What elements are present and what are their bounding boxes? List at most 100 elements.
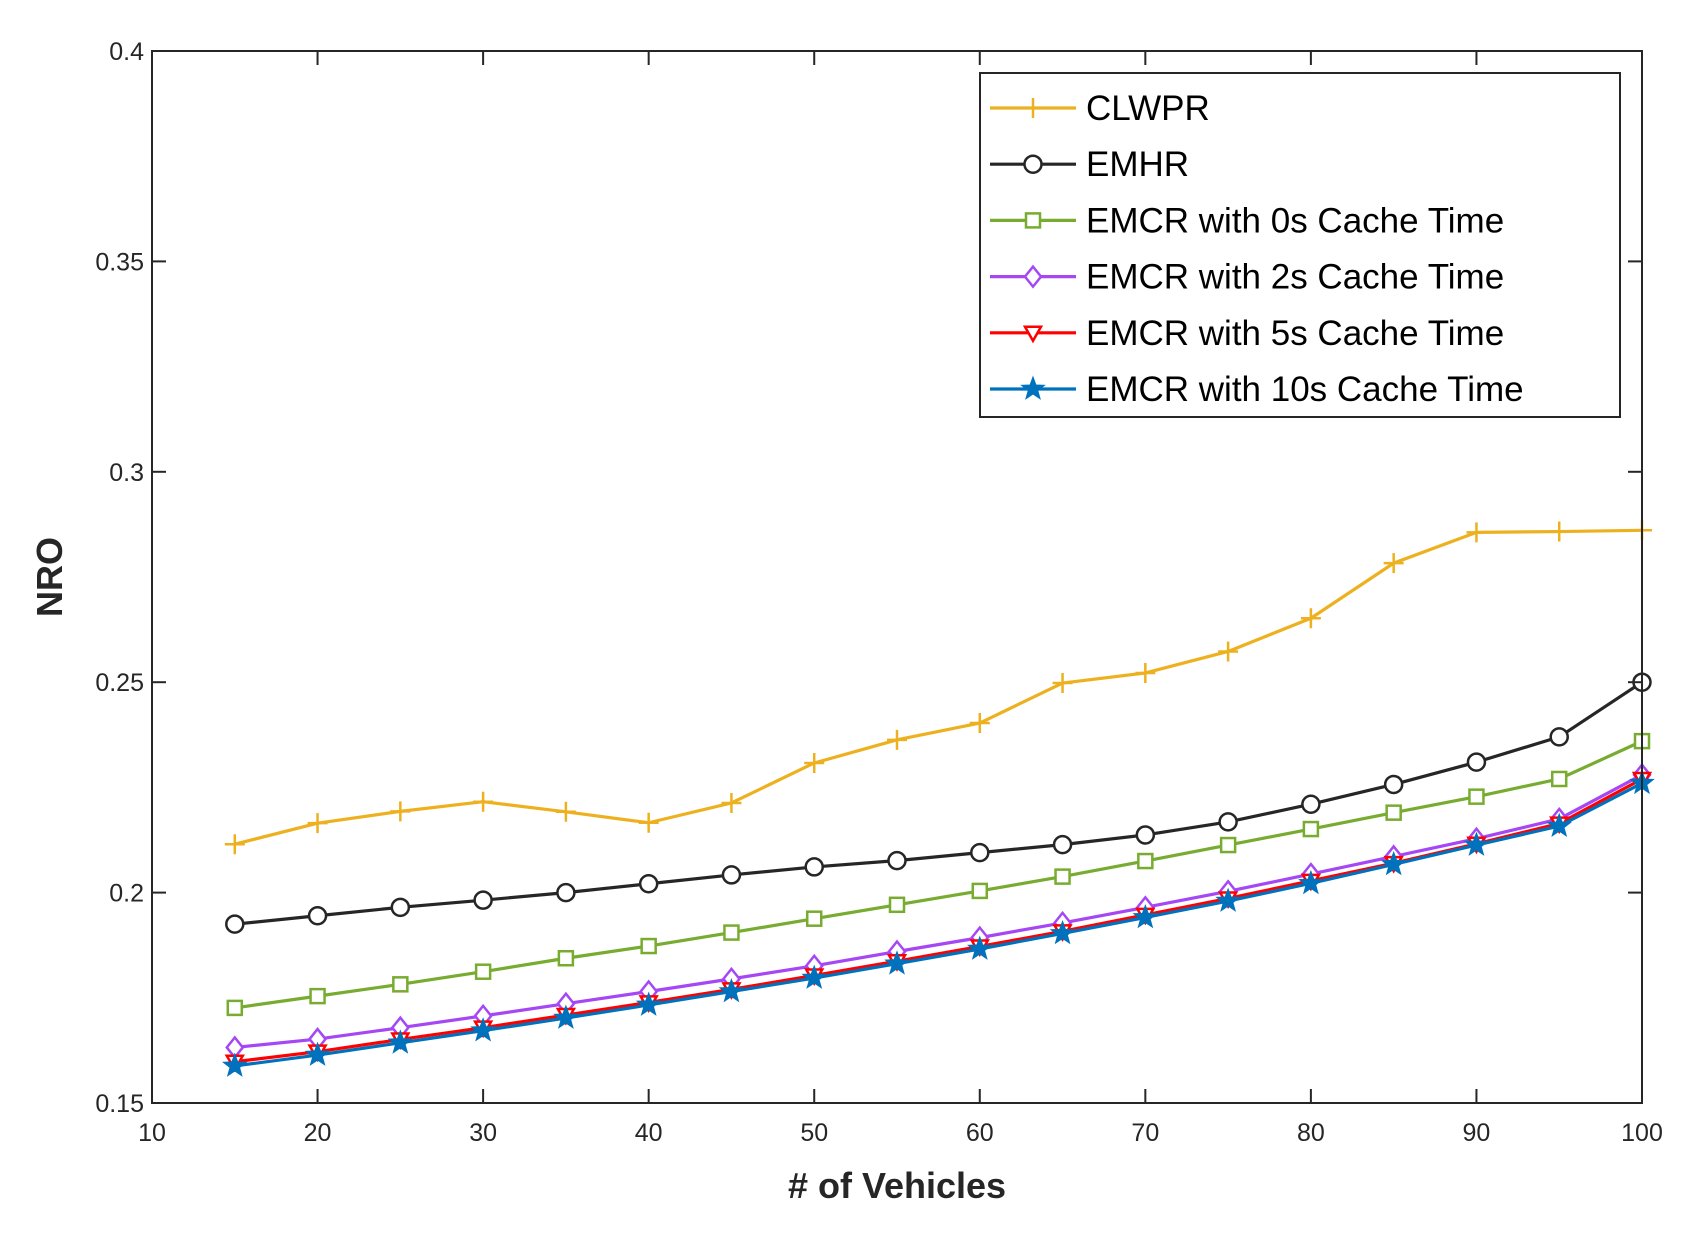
- data-point: [390, 897, 411, 918]
- legend-item: EMCR with 0s Cache Time: [990, 201, 1504, 240]
- series-6: [221, 769, 1655, 1077]
- data-point: [1546, 812, 1573, 837]
- x-tick-label: 50: [800, 1119, 828, 1147]
- y-tick-label: 0.25: [95, 669, 144, 697]
- data-point: [1132, 903, 1159, 929]
- data-point: [721, 792, 742, 813]
- data-point: [1298, 869, 1324, 895]
- data-point: [474, 963, 492, 980]
- legend-label: CLWPR: [1086, 89, 1210, 128]
- data-point: [640, 937, 657, 955]
- legend-item: EMCR with 5s Cache Time: [990, 314, 1504, 353]
- x-tick-label: 30: [469, 1119, 497, 1147]
- data-point: [473, 890, 493, 910]
- ticks-layer: 10 20 30 40 50 60 70 80 90 100 0.15 0.2 0.25 0.3 0.35 0…: [95, 38, 1663, 1147]
- data-point: [1466, 752, 1487, 772]
- data-point: [387, 1029, 414, 1054]
- data-point: [473, 791, 494, 812]
- axes-box: [151, 50, 1643, 1104]
- data-point: [304, 1041, 331, 1066]
- x-tick-label: 10: [138, 1119, 166, 1147]
- data-point: [1052, 673, 1073, 694]
- legend-label: EMHR: [1086, 145, 1189, 184]
- data-point: [971, 882, 989, 900]
- data-point: [801, 964, 828, 989]
- data-point: [1549, 521, 1570, 542]
- x-tick-label: 60: [966, 1119, 994, 1147]
- series-line: [234, 773, 1643, 1050]
- data-point: [635, 991, 662, 1016]
- data-point: [1054, 868, 1071, 885]
- data-point: [1302, 820, 1320, 838]
- legend: CLWPR EMHR EMCR with 0s Cache Time EMCR wit…: [979, 72, 1621, 418]
- series-line: [234, 781, 1643, 1068]
- x-tick-label: 40: [635, 1119, 663, 1147]
- data-point: [884, 950, 910, 975]
- data-point: [553, 1004, 579, 1029]
- data-point: [723, 924, 740, 941]
- legend-marker: [1022, 325, 1044, 344]
- series-layer: [221, 520, 1655, 1077]
- data-point: [638, 812, 659, 833]
- data-point: [1383, 774, 1404, 795]
- legend-label: EMCR with 5s Cache Time: [1086, 314, 1504, 353]
- data-point: [721, 865, 742, 885]
- data-point: [638, 874, 659, 894]
- data-point: [805, 910, 823, 927]
- legend-items: CLWPR EMHR EMCR with 0s Cache Time EMCR wit…: [990, 89, 1524, 409]
- data-point: [1550, 770, 1568, 788]
- data-point: [1466, 522, 1487, 543]
- data-point: [1300, 608, 1321, 629]
- data-point: [1218, 812, 1238, 832]
- data-point: [556, 882, 576, 903]
- x-tick-label: 100: [1621, 1119, 1663, 1147]
- data-point: [224, 834, 245, 855]
- data-point: [1383, 553, 1404, 574]
- data-point: [309, 987, 326, 1005]
- y-tick-label: 0.35: [95, 248, 144, 276]
- data-point: [1219, 836, 1237, 854]
- y-axis-label: NRO: [29, 537, 70, 617]
- series-3: [226, 732, 1651, 1017]
- data-point: [1301, 794, 1321, 814]
- legend-item: EMCR with 2s Cache Time: [990, 258, 1504, 297]
- data-point: [226, 999, 244, 1017]
- legend-label: EMCR with 0s Cache Time: [1086, 201, 1504, 240]
- data-point: [804, 857, 824, 877]
- legend-marker: [1023, 264, 1043, 289]
- data-point: [392, 976, 409, 993]
- legend-marker: [1023, 98, 1043, 118]
- data-point: [555, 801, 576, 822]
- series-line: [234, 739, 1643, 1010]
- data-point: [307, 813, 328, 834]
- legend-marker: [1024, 212, 1042, 229]
- data-point: [307, 905, 328, 926]
- data-point: [1052, 834, 1073, 855]
- data-point: [557, 949, 575, 967]
- data-point: [1215, 887, 1241, 912]
- data-point: [390, 801, 411, 822]
- data-point: [1463, 831, 1490, 856]
- y-tick-label: 0.4: [109, 38, 144, 66]
- data-point: [1135, 825, 1156, 845]
- data-point: [1549, 727, 1569, 747]
- data-point: [1380, 850, 1407, 876]
- data-point: [804, 752, 825, 773]
- data-point: [887, 850, 907, 871]
- y-tick-label: 0.2: [109, 880, 144, 908]
- legend-item: EMHR: [990, 145, 1189, 184]
- legend-box: [979, 72, 1621, 418]
- series-line: [234, 680, 1643, 926]
- data-point: [969, 713, 990, 734]
- legend-label: EMCR with 2s Cache Time: [1086, 258, 1504, 297]
- data-point: [1135, 662, 1156, 683]
- data-point: [970, 842, 990, 863]
- data-point: [1137, 852, 1154, 870]
- legend-marker: [1020, 375, 1046, 400]
- legend-marker: [1023, 154, 1043, 174]
- data-point: [1468, 788, 1485, 805]
- data-point: [221, 1052, 248, 1077]
- legend-item: EMCR with 10s Cache Time: [990, 370, 1524, 409]
- series-1: [224, 520, 1652, 855]
